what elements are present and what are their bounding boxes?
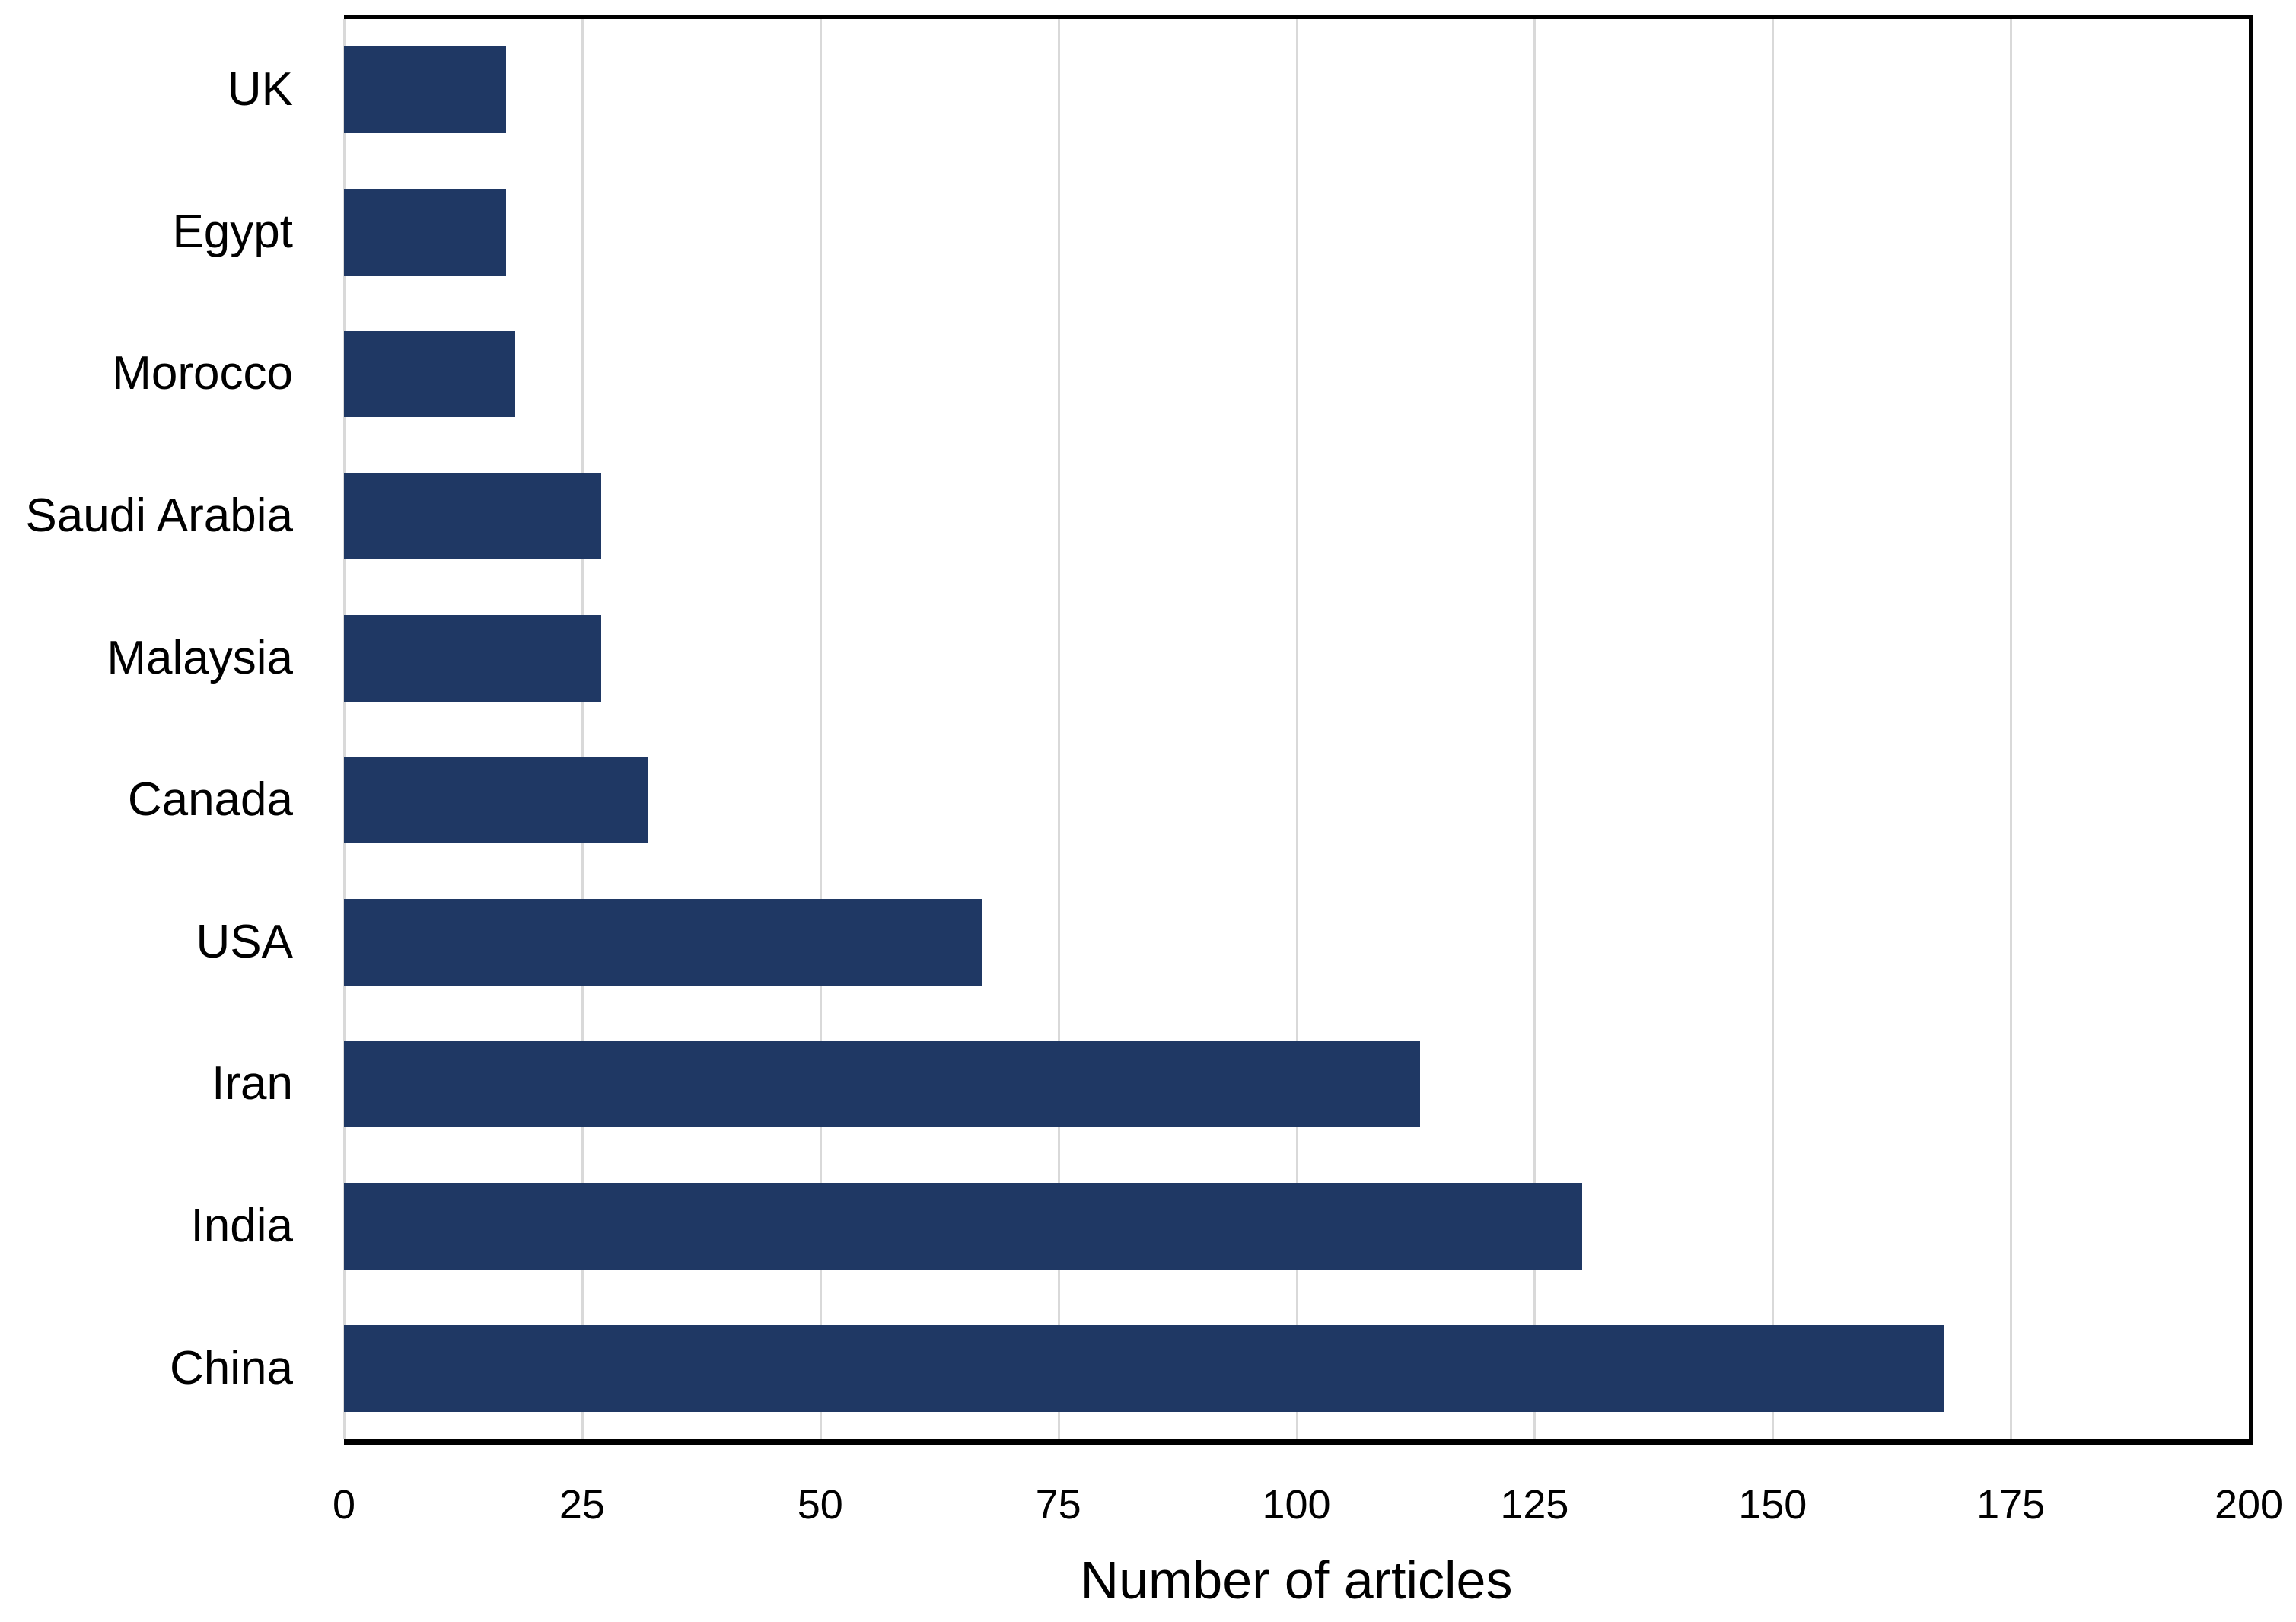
x-tick-label-0: 0 [332, 1482, 356, 1528]
gridline-x-75 [1057, 19, 1060, 1439]
category-row: Egypt [0, 161, 293, 304]
category-row: India [0, 1155, 293, 1298]
category-row: USA [0, 872, 293, 1014]
gridline-x-25 [581, 19, 584, 1439]
x-tick-label-125: 125 [1500, 1482, 1569, 1528]
bar-uk [344, 46, 506, 134]
gridline-x-50 [819, 19, 822, 1439]
bar-row [344, 161, 2249, 304]
category-row: Iran [0, 1013, 293, 1155]
category-label-egypt: Egypt [172, 205, 293, 258]
y-axis-category-labels: UK Egypt Morocco Saudi Arabia Malaysia Canada… [0, 19, 293, 1439]
gridline-x-175 [2010, 19, 2013, 1439]
bar-row [344, 1155, 2249, 1298]
bar-malaysia [344, 614, 601, 702]
category-row: Canada [0, 729, 293, 872]
category-row: China [0, 1297, 293, 1439]
x-axis-tick-labels: 0 25 50 75 100 125 150 175 200 [333, 1480, 2283, 1535]
category-row: UK [0, 19, 293, 161]
bar-morocco [344, 330, 516, 418]
bar-row [344, 19, 2249, 161]
bar-row [344, 729, 2249, 872]
plot-area [343, 15, 2253, 1445]
bar-egypt [344, 188, 506, 276]
bar-india [344, 1183, 1582, 1270]
x-tick-label-75: 75 [1035, 1482, 1081, 1528]
bar-saudi-arabia [344, 473, 601, 559]
bar-row [344, 445, 2249, 588]
category-row: Saudi Arabia [0, 445, 293, 588]
bar-row [344, 587, 2249, 729]
x-tick-label-50: 50 [797, 1482, 843, 1528]
x-tick-label-200: 200 [2214, 1482, 2284, 1528]
bar-row [344, 1013, 2249, 1155]
category-row: Malaysia [0, 587, 293, 729]
category-label-saudi-arabia: Saudi Arabia [25, 489, 293, 543]
category-label-malaysia: Malaysia [107, 631, 293, 684]
bar-china [344, 1324, 1944, 1412]
category-row: Morocco [0, 303, 293, 445]
category-label-india: India [190, 1200, 293, 1253]
category-label-china: China [170, 1341, 293, 1394]
gridline-x-150 [1772, 19, 1775, 1439]
x-tick-label-100: 100 [1262, 1482, 1331, 1528]
category-label-uk: UK [227, 63, 293, 116]
category-label-iran: Iran [212, 1057, 293, 1111]
gridline-x-125 [1533, 19, 1537, 1439]
bars-container [344, 19, 2249, 1439]
bar-row [344, 1297, 2249, 1439]
bar-row [344, 872, 2249, 1014]
bar-usa [344, 898, 982, 986]
x-tick-label-150: 150 [1738, 1482, 1807, 1528]
bar-iran [344, 1040, 1421, 1128]
bar-row [344, 303, 2249, 445]
category-label-canada: Canada [127, 773, 293, 827]
category-label-morocco: Morocco [112, 347, 293, 400]
category-label-usa: USA [196, 915, 293, 968]
gridline-x-0 [343, 19, 346, 1439]
x-axis-title: Number of articles [1080, 1550, 1513, 1610]
gridline-x-100 [1295, 19, 1298, 1439]
x-tick-label-25: 25 [559, 1482, 605, 1528]
x-tick-label-175: 175 [1976, 1482, 2046, 1528]
bar-canada [344, 757, 649, 844]
